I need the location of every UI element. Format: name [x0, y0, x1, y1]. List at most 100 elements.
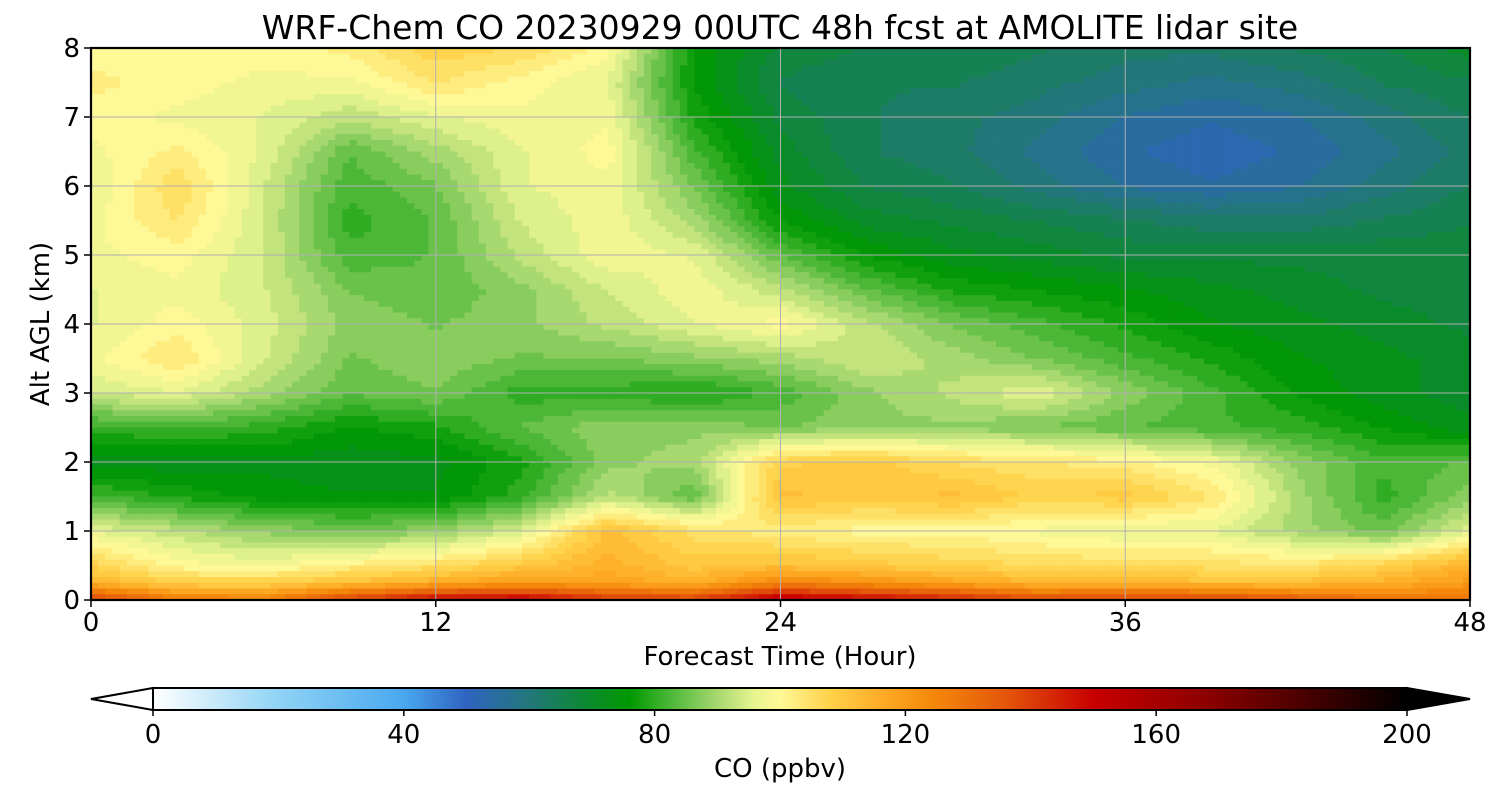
heatmap-cell: [141, 157, 150, 164]
heatmap-cell: [845, 168, 853, 176]
heatmap-cell: [1355, 111, 1363, 118]
heatmap-cell: [1240, 65, 1248, 72]
heatmap-cell: [162, 191, 171, 199]
heatmap-cell: [292, 59, 300, 66]
heatmap-cell: [730, 186, 738, 193]
heatmap-cell: [916, 82, 925, 89]
heatmap-cell: [399, 99, 408, 107]
heatmap-cell: [600, 105, 609, 112]
heatmap-cell: [1197, 105, 1205, 112]
heatmap-cell: [1039, 191, 1047, 199]
heatmap-cell: [1067, 145, 1076, 153]
heatmap-cell: [407, 76, 415, 84]
heatmap-cell: [1347, 134, 1356, 141]
heatmap-cell: [557, 59, 566, 66]
heatmap-cell: [687, 65, 695, 72]
heatmap-cell: [407, 88, 415, 95]
heatmap-cell: [1010, 191, 1019, 199]
heatmap-cell: [493, 99, 501, 107]
heatmap-cell: [162, 117, 171, 124]
heatmap-cell: [794, 111, 803, 118]
heatmap-cell: [1046, 151, 1055, 158]
heatmap-cell: [1405, 145, 1414, 153]
heatmap-cell: [945, 180, 954, 187]
heatmap-cell: [1283, 128, 1292, 135]
heatmap-cell: [1039, 105, 1047, 112]
heatmap-cell: [837, 180, 846, 187]
heatmap-cell: [1017, 128, 1026, 135]
heatmap-cell: [1053, 76, 1062, 84]
heatmap-cell: [277, 191, 286, 199]
heatmap-cell: [1355, 48, 1363, 55]
heatmap-cell: [256, 145, 264, 153]
heatmap-cell: [414, 157, 422, 164]
heatmap-cell: [1153, 180, 1162, 187]
heatmap-cell: [679, 94, 688, 101]
heatmap-cell: [1412, 174, 1421, 181]
heatmap-cell: [931, 53, 940, 61]
heatmap-cell: [1362, 76, 1371, 84]
heatmap-cell: [988, 186, 997, 193]
heatmap-cell: [241, 174, 250, 181]
heatmap-cell: [1240, 105, 1248, 112]
heatmap-cell: [988, 71, 997, 78]
heatmap-cell: [1290, 140, 1299, 147]
heatmap-cell: [514, 59, 523, 66]
heatmap-cell: [758, 48, 767, 55]
heatmap-cell: [694, 88, 703, 95]
heatmap-cell: [1053, 168, 1062, 176]
heatmap-cell: [1003, 65, 1011, 72]
heatmap-cell: [320, 174, 329, 181]
heatmap-cell: [414, 186, 422, 193]
heatmap-cell: [1218, 140, 1227, 147]
heatmap-cell: [916, 122, 925, 130]
heatmap-cell: [234, 180, 243, 187]
heatmap-cell: [960, 65, 968, 72]
heatmap-cell: [1247, 105, 1256, 112]
heatmap-cell: [428, 163, 437, 170]
heatmap-cell: [694, 105, 703, 112]
heatmap-cell: [1161, 163, 1169, 170]
heatmap-cell: [873, 82, 882, 89]
heatmap-cell: [830, 174, 839, 181]
heatmap-cell: [866, 111, 875, 118]
heatmap-cell: [249, 140, 257, 147]
heatmap-cell: [1082, 76, 1090, 84]
heatmap-cell: [1355, 180, 1363, 187]
heatmap-cell: [1060, 88, 1069, 95]
heatmap-cell: [170, 134, 178, 141]
heatmap-cell: [1218, 88, 1227, 95]
heatmap-cell: [1304, 191, 1313, 199]
heatmap-cell: [1376, 53, 1385, 61]
heatmap-cell: [256, 59, 264, 66]
heatmap-cell: [1096, 180, 1105, 187]
heatmap-cell: [823, 180, 832, 187]
heatmap-cell: [1419, 59, 1428, 66]
heatmap-cell: [1283, 191, 1292, 199]
heatmap-cell: [1060, 134, 1069, 141]
heatmap-cell: [1053, 99, 1062, 107]
heatmap-cell: [687, 186, 695, 193]
heatmap-cell: [1383, 99, 1392, 107]
heatmap-cell: [134, 168, 142, 176]
heatmap-cell: [442, 59, 451, 66]
heatmap-cell: [981, 151, 990, 158]
heatmap-cell: [328, 71, 336, 78]
heatmap-cell: [529, 71, 537, 78]
heatmap-cell: [184, 59, 193, 66]
heatmap-cell: [1096, 53, 1105, 61]
heatmap-cell: [981, 174, 990, 181]
heatmap-cell: [1089, 180, 1098, 187]
heatmap-cell: [1204, 99, 1213, 107]
heatmap-cell: [177, 191, 185, 199]
heatmap-cell: [1376, 111, 1385, 118]
heatmap-cell: [830, 145, 839, 153]
heatmap-cell: [91, 168, 99, 176]
heatmap-cell: [1017, 82, 1026, 89]
heatmap-cell: [866, 163, 875, 170]
heatmap-cell: [1175, 186, 1184, 193]
heatmap-cell: [514, 48, 523, 55]
heatmap-cell: [1074, 99, 1083, 107]
heatmap-cell: [1053, 145, 1062, 153]
heatmap-cell: [378, 76, 387, 84]
